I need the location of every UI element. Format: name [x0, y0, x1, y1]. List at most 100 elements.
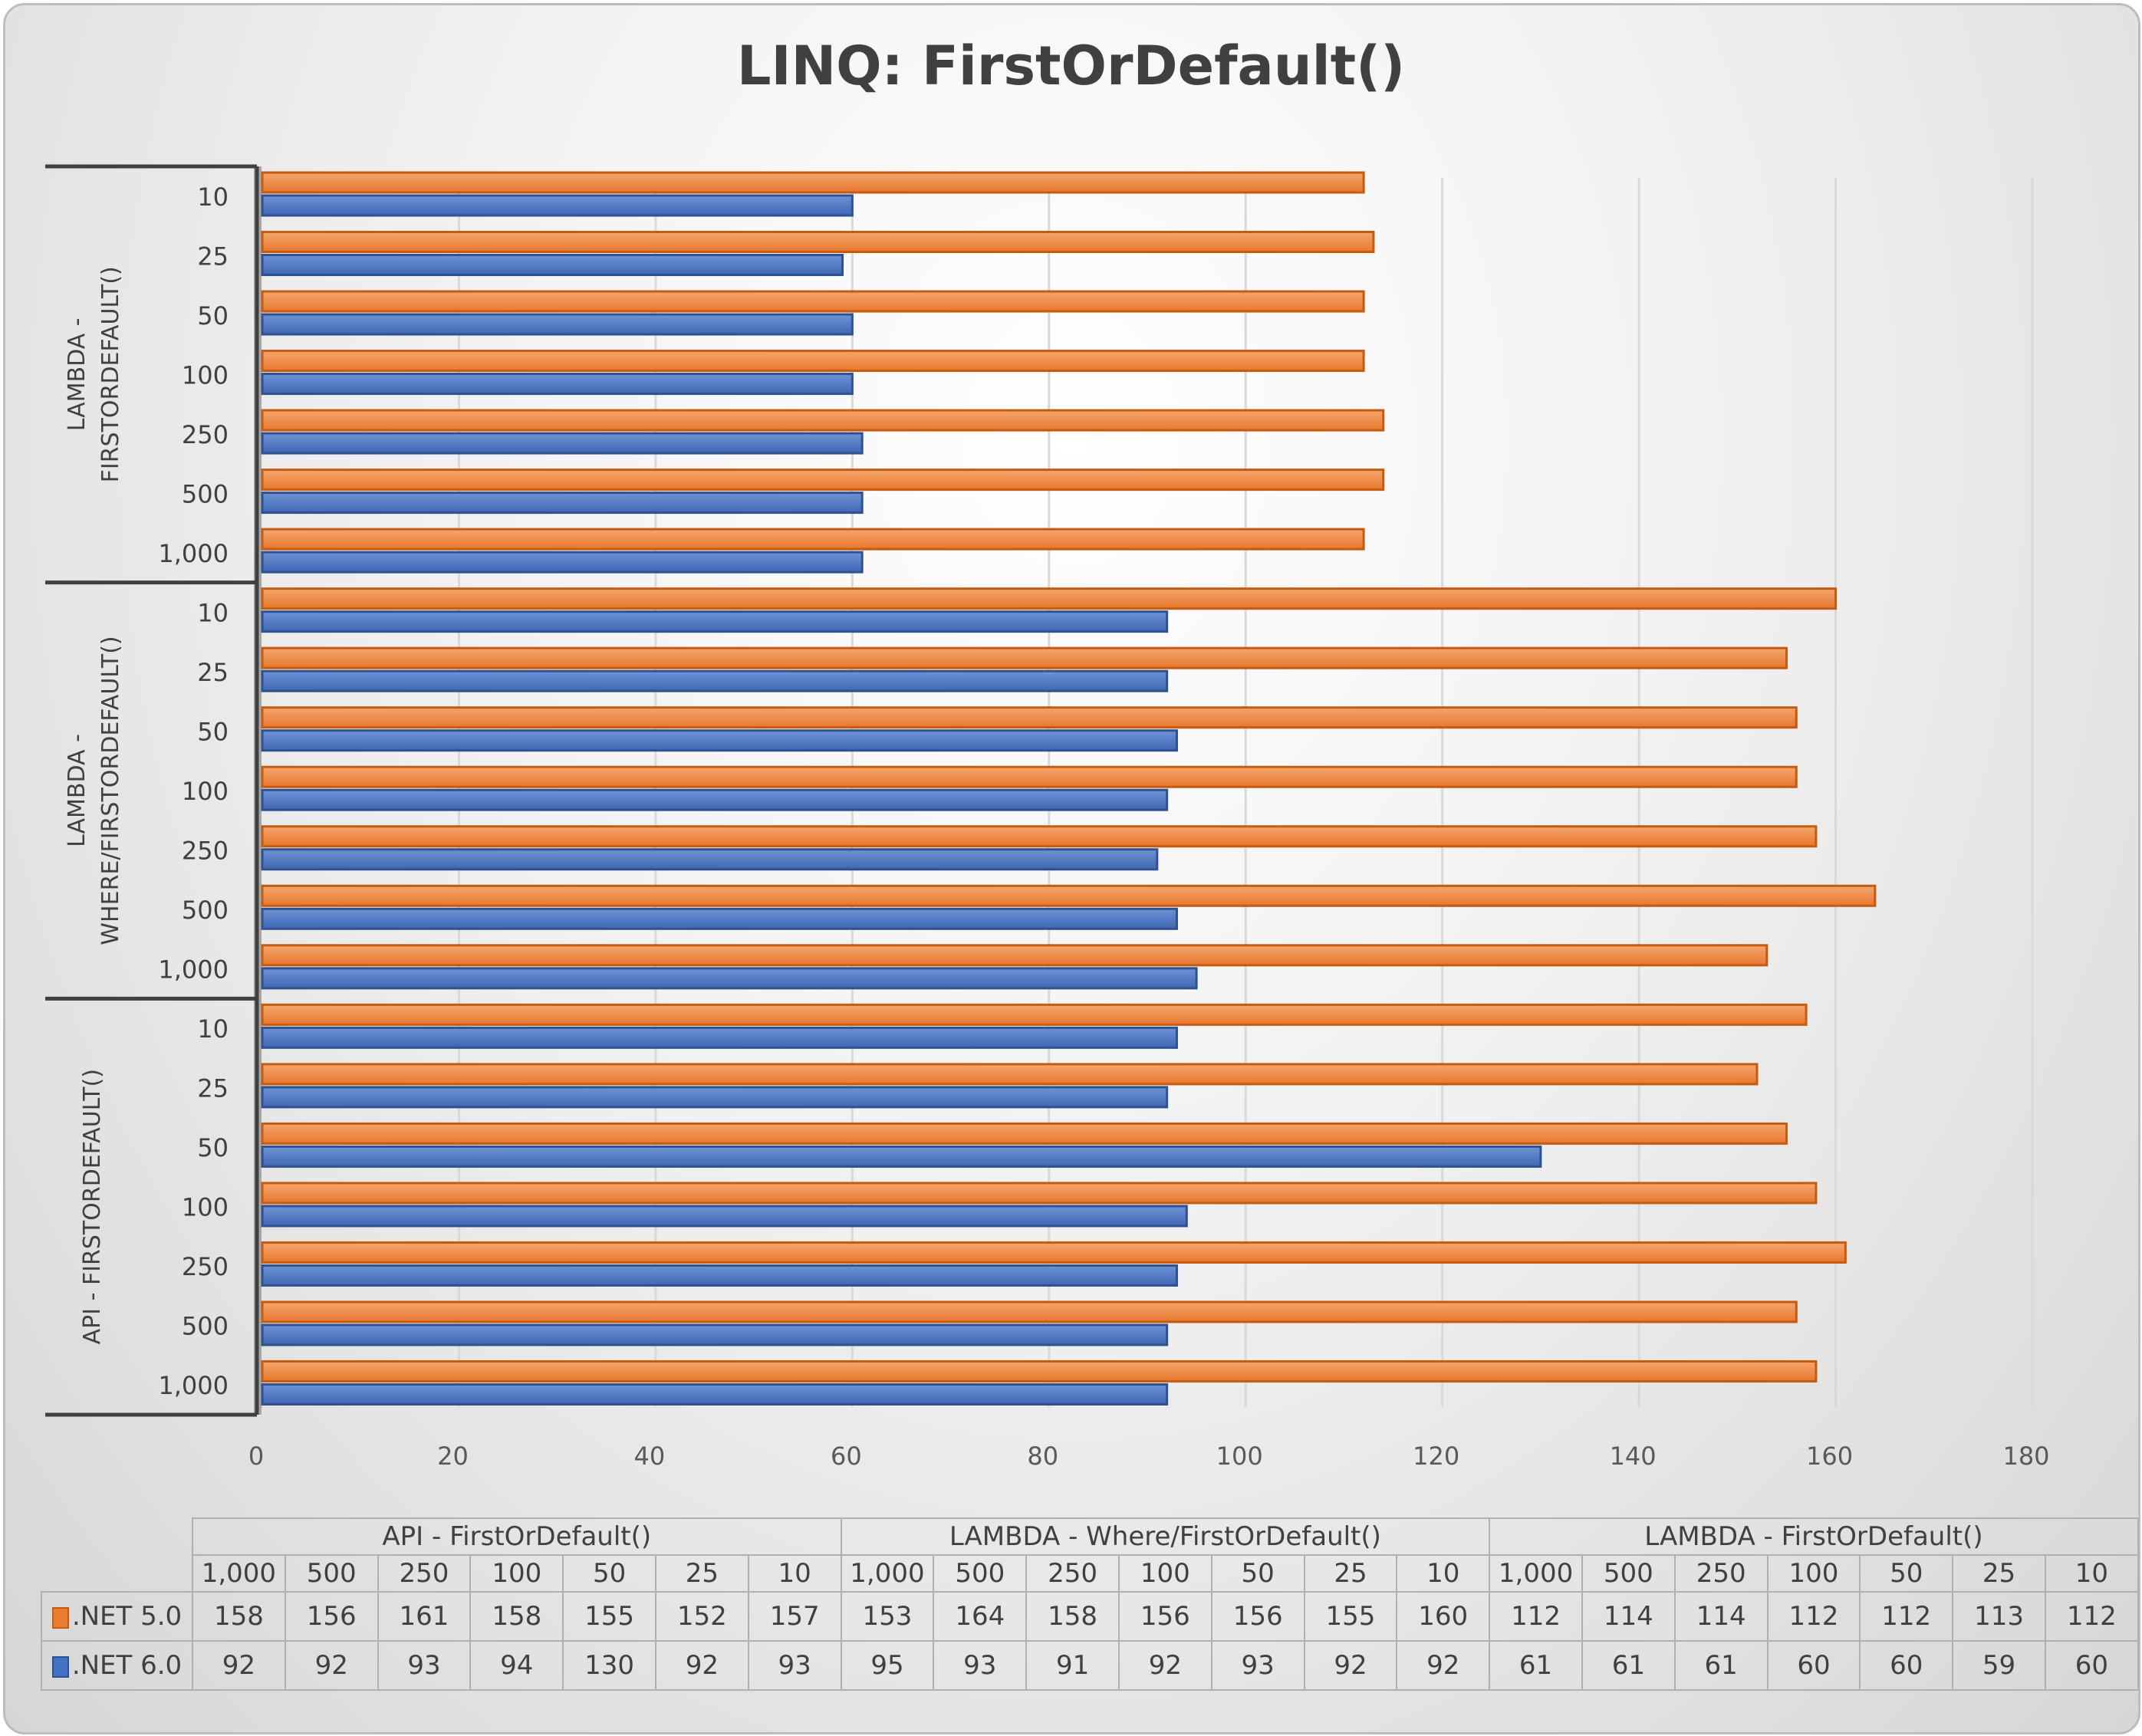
table-value: 155 — [562, 1591, 656, 1642]
bar-net6 — [261, 254, 844, 277]
legend-swatch — [51, 1655, 69, 1678]
table-category: 25 — [1303, 1554, 1398, 1593]
bar-net6 — [261, 194, 854, 217]
table-value: 156 — [1210, 1591, 1305, 1642]
bar-net5 — [261, 765, 1798, 788]
legend-net6: .NET 6.0 — [41, 1640, 193, 1691]
category-label: 100 — [182, 777, 229, 806]
table-category: 10 — [1396, 1554, 1491, 1593]
category-label: 10 — [197, 598, 229, 627]
bar-net5 — [261, 1063, 1759, 1086]
table-value: 91 — [1025, 1640, 1120, 1691]
table-value: 113 — [1952, 1591, 2046, 1642]
bar-net6 — [261, 313, 854, 336]
table-value: 94 — [469, 1640, 564, 1691]
table-value: 156 — [1117, 1591, 1212, 1642]
bar-net5 — [261, 646, 1788, 669]
table-category: 500 — [1581, 1554, 1676, 1593]
data-table: API - FirstOrDefault() LAMBDA - Where/Fir… — [41, 1517, 2139, 1691]
category-label: 100 — [182, 1193, 229, 1222]
bar-net6 — [261, 1323, 1169, 1346]
category-label: 25 — [197, 1074, 229, 1103]
bar-net5 — [261, 469, 1385, 492]
bar-net5 — [261, 528, 1365, 551]
table-value: 59 — [1952, 1640, 2046, 1691]
table-value: 164 — [933, 1591, 1028, 1642]
table-value: 93 — [933, 1640, 1028, 1691]
table-value: 92 — [192, 1640, 286, 1691]
bar-net6 — [261, 669, 1169, 692]
table-value: 112 — [1859, 1591, 1954, 1642]
category-label: 50 — [197, 301, 229, 330]
table-group-header: API - FirstOrDefault() — [192, 1517, 842, 1556]
category-label: 50 — [197, 1133, 229, 1162]
bar-net5 — [261, 231, 1375, 254]
x-tick-label: 140 — [1610, 1442, 1657, 1471]
x-tick-label: 80 — [1027, 1442, 1058, 1471]
group-label: LAMBDA - FIRSTORDEFAULT() — [64, 266, 124, 482]
table-value: 92 — [654, 1640, 749, 1691]
bar-net6 — [261, 1026, 1178, 1049]
table-category: 25 — [1952, 1554, 2046, 1593]
table-value: 158 — [1025, 1591, 1120, 1642]
bar-net6 — [261, 551, 864, 574]
table-group-header: LAMBDA - FirstOrDefault() — [1489, 1517, 2139, 1556]
table-category: 1,000 — [840, 1554, 935, 1593]
bar-net5 — [261, 1182, 1818, 1205]
bar-net6 — [261, 967, 1198, 990]
table-category: 50 — [1859, 1554, 1954, 1593]
table-value: 114 — [1581, 1591, 1676, 1642]
table-category: 100 — [1117, 1554, 1212, 1593]
bar-net6 — [261, 788, 1169, 811]
table-category: 500 — [933, 1554, 1028, 1593]
category-label: 250 — [182, 420, 229, 449]
table-category: 25 — [654, 1554, 749, 1593]
category-label: 1,000 — [158, 955, 229, 985]
bar-net5 — [261, 944, 1769, 967]
table-value: 114 — [1673, 1591, 1769, 1642]
table-value: 60 — [1766, 1640, 1861, 1691]
table-value: 61 — [1673, 1640, 1769, 1691]
table-value: 61 — [1489, 1640, 1583, 1691]
chart-title: LINQ: FirstOrDefault() — [736, 35, 1406, 97]
bar-net5 — [261, 1122, 1788, 1145]
legend-label: .NET 6.0 — [71, 1650, 183, 1681]
table-value: 112 — [1489, 1591, 1583, 1642]
category-label: 500 — [182, 479, 229, 508]
table-value: 152 — [654, 1591, 749, 1642]
x-tick-label: 40 — [634, 1442, 666, 1471]
group-label: LAMBDA - WHERE/FIRSTORDEFAULT() — [64, 636, 124, 945]
bar-net6 — [261, 1145, 1542, 1168]
bar-net5 — [261, 1003, 1808, 1026]
bar-net6 — [261, 1383, 1169, 1406]
group-label: API - FIRSTORDEFAULT() — [79, 1069, 106, 1345]
bar-net5 — [261, 825, 1818, 848]
category-label: 250 — [182, 1252, 229, 1281]
category-label: 500 — [182, 896, 229, 925]
table-category: 250 — [1025, 1554, 1120, 1593]
table-value: 158 — [192, 1591, 286, 1642]
x-tick-label: 20 — [437, 1442, 469, 1471]
bar-net5 — [261, 1360, 1818, 1383]
bar-net5 — [261, 706, 1798, 729]
table-category: 50 — [562, 1554, 656, 1593]
table-value: 112 — [1766, 1591, 1861, 1642]
legend-swatch — [51, 1606, 69, 1629]
bar-net6 — [261, 1264, 1178, 1287]
table-value: 93 — [747, 1640, 842, 1691]
table-category: 10 — [2044, 1554, 2139, 1593]
bar-net5 — [261, 350, 1365, 373]
table-category: 250 — [377, 1554, 472, 1593]
category-label: 10 — [197, 1014, 229, 1044]
category-label: 1,000 — [158, 539, 229, 568]
category-label: 25 — [197, 242, 229, 271]
legend-label: .NET 5.0 — [71, 1601, 183, 1632]
bar-net6 — [261, 907, 1178, 930]
category-label: 100 — [182, 360, 229, 390]
bar-net6 — [261, 610, 1169, 633]
table-category: 100 — [469, 1554, 564, 1593]
bar-net5 — [261, 884, 1877, 907]
table-value: 153 — [840, 1591, 935, 1642]
table-value: 95 — [840, 1640, 935, 1691]
table-category: 500 — [284, 1554, 379, 1593]
